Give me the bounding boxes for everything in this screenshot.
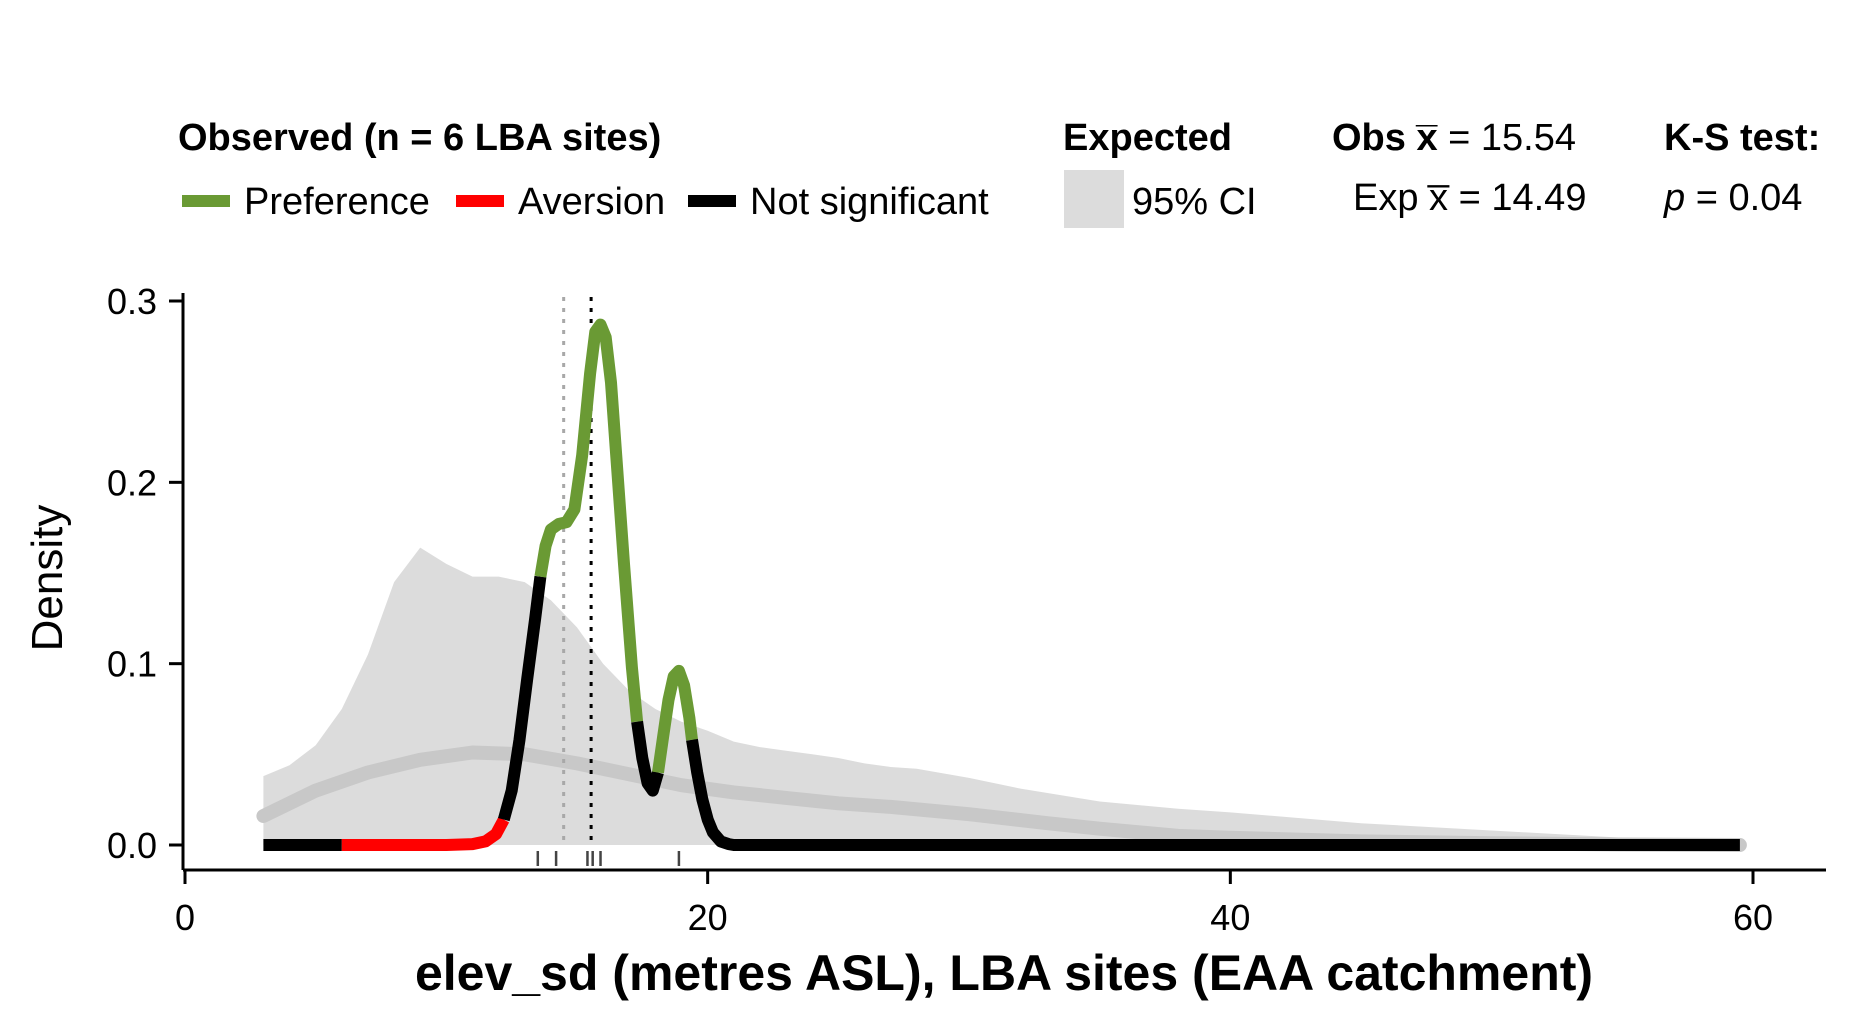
observed-segment-preference-5 [652,664,698,774]
legend-observed-title: Observed (n = 6 LBA sites) [178,117,661,159]
x-tick-label-1: 20 [688,897,728,938]
observed-segment-not-significant-2 [498,575,547,822]
site-rug-layer [536,851,681,866]
legend-preference-swatch [182,195,230,207]
legend-aversion-label: Aversion [518,181,665,223]
legend-ks-p: p = 0.04 [1663,177,1802,219]
expected-ci-layer [263,547,1740,845]
legend: Observed (n = 6 LBA sites) Preference Av… [178,117,1820,228]
axes [181,293,1826,872]
y-tick-label-1: 0.1 [107,644,157,685]
y-tick-label-2: 0.2 [107,462,157,503]
x-tick-label-0: 0 [175,897,195,938]
observed-segment-preference-3 [534,318,644,723]
legend-exp-mean: Exp x̅ = 14.49 [1353,177,1586,219]
obs-mean-prefix: Obs x̅ [1332,117,1438,159]
legend-notsig-swatch [688,195,736,207]
legend-ks-title: K-S test: [1664,117,1820,159]
observed-density-layer [263,318,1740,851]
observed-segment-aversion-1 [341,816,510,851]
y-tick-label-0: 0.0 [107,825,157,866]
x-axis-title: elev_sd (metres ASL), LBA sites (EAA cat… [415,945,1593,1001]
ks-p-symbol: p [1663,177,1685,219]
exp-mean-value: = 14.49 [1448,177,1586,219]
legend-preference-label: Preference [244,181,430,223]
legend-obs-mean: Obs x̅ = 15.54 [1332,117,1576,159]
legend-ci-label: 95% CI [1132,181,1257,223]
expected-ci-band [263,547,1740,845]
legend-expected-title: Expected [1063,117,1232,159]
obs-mean-value: = 15.54 [1438,117,1576,159]
tick-layer: 0 20 40 60 0.0 0.1 0.2 0.3 [107,281,1773,938]
observed-segment-not-significant-6 [686,738,1740,851]
y-tick-label-3: 0.3 [107,281,157,322]
legend-aversion-swatch [456,195,504,207]
legend-notsig-label: Not significant [750,181,989,223]
y-axis-title: Density [23,505,72,652]
observed-segment-not-significant-4 [631,720,664,797]
x-tick-label-2: 40 [1210,897,1250,938]
x-tick-label-3: 60 [1733,897,1773,938]
ks-p-value: = 0.04 [1685,177,1802,219]
legend-ci-swatch [1064,170,1124,228]
exp-mean-prefix: Exp x̅ [1353,177,1450,219]
